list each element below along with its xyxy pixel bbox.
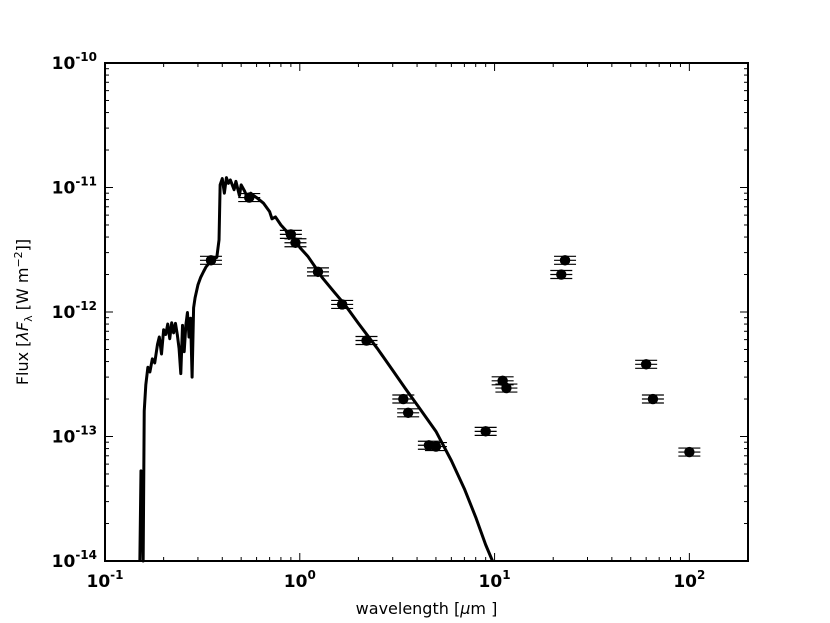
data-point (199, 255, 222, 266)
data-point (550, 269, 573, 280)
data-point (355, 335, 378, 346)
y-tick-label: 10-11 (52, 175, 97, 199)
y-axis-label: Flux [λFλ [W m−2]] (12, 239, 35, 385)
x-tick-label: 100 (284, 568, 316, 592)
y-tick-label: 10-13 (52, 424, 97, 448)
data-point (474, 426, 497, 437)
plot-frame (104, 62, 749, 562)
x-axis-label: wavelength [μm ] (356, 599, 498, 618)
x-tick-labels: 10-1 100 101 102 (86, 568, 705, 592)
data-point (495, 382, 518, 394)
data-point (279, 229, 302, 240)
data-point (306, 266, 329, 278)
data-point (554, 255, 577, 266)
data-point (397, 407, 420, 419)
plot-area (138, 176, 701, 563)
axis-ticks (104, 62, 749, 562)
model-spectrum-line (138, 176, 494, 563)
data-point (678, 446, 701, 458)
data-point (635, 359, 658, 370)
data-point (238, 192, 261, 203)
y-tick-label: 10-12 (52, 299, 97, 323)
y-tick-label: 10-14 (52, 548, 97, 572)
x-tick-label: 101 (479, 568, 511, 592)
data-point (641, 393, 664, 405)
data-point (331, 299, 354, 310)
data-point (424, 441, 447, 452)
y-tick-labels: 10-14 10-13 10-12 10-11 10-10 (52, 50, 97, 572)
x-tick-label: 10-1 (86, 568, 123, 592)
data-point (392, 393, 415, 405)
data-point (284, 237, 307, 248)
y-tick-label: 10-10 (52, 50, 97, 74)
x-tick-label: 102 (673, 568, 705, 592)
